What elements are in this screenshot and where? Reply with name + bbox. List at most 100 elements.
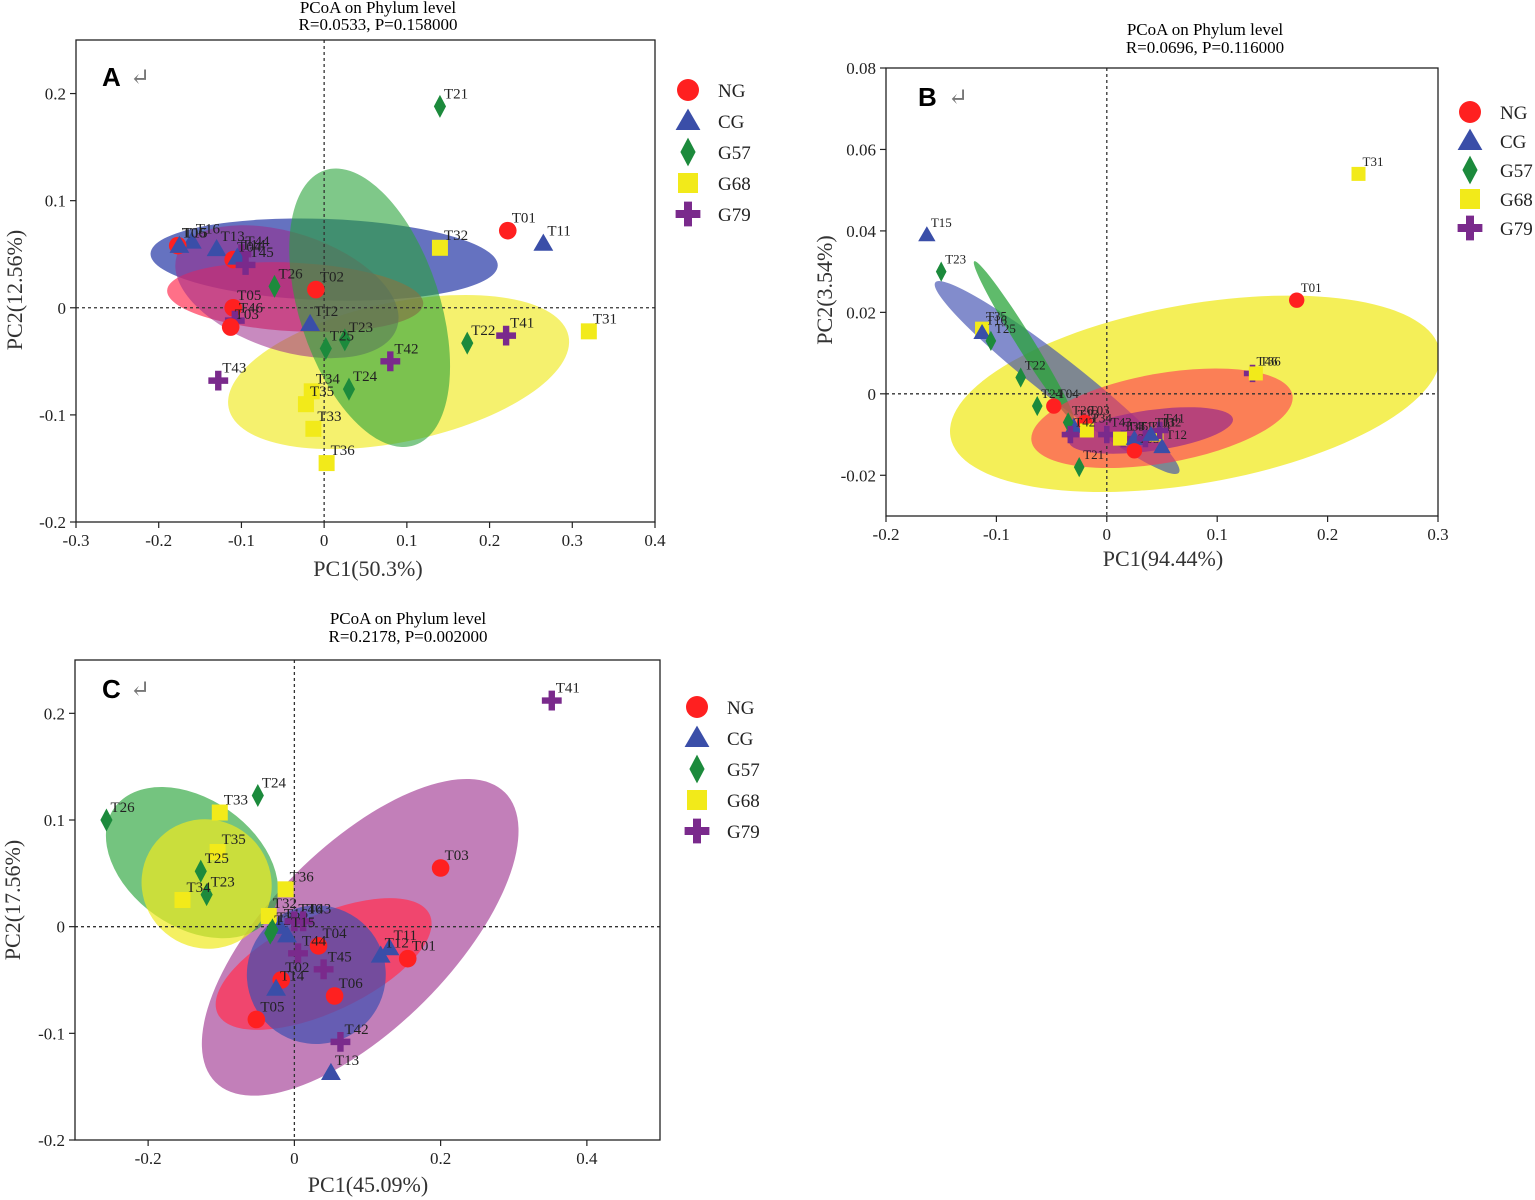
legend-label-g57: G57 bbox=[727, 760, 760, 781]
panel-c-ylabel: PC2(17.56%) bbox=[0, 840, 25, 960]
y-tick-label: 0 bbox=[58, 299, 67, 318]
point-label: T32 bbox=[273, 896, 297, 912]
data-point-t43 bbox=[293, 911, 314, 932]
data-point-t24 bbox=[1031, 395, 1043, 417]
point-label: T23 bbox=[211, 875, 235, 891]
panel-c-xlabel: PC1(45.09%) bbox=[308, 1172, 428, 1197]
data-point-t44 bbox=[231, 244, 252, 265]
data-point-t41 bbox=[1151, 421, 1169, 440]
data-point-t31 bbox=[580, 323, 597, 340]
legend-label-ng: NG bbox=[718, 81, 746, 102]
legend: NG CG G57 G68 G79 bbox=[1457, 101, 1533, 241]
legend-label-g68: G68 bbox=[718, 174, 751, 195]
point-label: T15 bbox=[291, 915, 315, 931]
point-label: T23 bbox=[945, 252, 966, 267]
point-label: T11 bbox=[1155, 415, 1175, 430]
point-label: T46 bbox=[1257, 353, 1278, 368]
point-label: T14 bbox=[241, 237, 266, 253]
point-label: T04 bbox=[237, 240, 262, 256]
point-label: T24 bbox=[353, 369, 378, 385]
point-label: T05 bbox=[237, 288, 261, 304]
point-label: T13 bbox=[335, 1053, 359, 1069]
legend-label-g57: G57 bbox=[1500, 161, 1533, 182]
point-label: T12 bbox=[314, 304, 338, 320]
point-label: T34 bbox=[186, 880, 211, 896]
data-point-t31 bbox=[1351, 166, 1366, 181]
point-label: T15 bbox=[931, 215, 952, 230]
panel-b-title: PCoA on Phylum level bbox=[1127, 20, 1284, 39]
y-tick-label: 0 bbox=[57, 918, 66, 937]
x-tick-label: 0.1 bbox=[396, 531, 417, 550]
data-point-t24 bbox=[251, 783, 264, 807]
y-tick-label: 0.08 bbox=[846, 59, 876, 78]
x-tick-label: 0.4 bbox=[576, 1149, 598, 1168]
panel-b: PCoA on Phylum level R=0.0696, P=0.11600… bbox=[812, 20, 1533, 571]
data-point-t36 bbox=[318, 455, 335, 472]
point-label: T26 bbox=[1072, 402, 1093, 417]
data-point-t41 bbox=[496, 325, 517, 346]
point-label: T03 bbox=[1089, 402, 1110, 417]
legend-label-cg: CG bbox=[1500, 132, 1527, 153]
data-point-t25 bbox=[985, 330, 997, 351]
plot-frame bbox=[74, 659, 661, 1141]
x-tick-label: -0.1 bbox=[983, 525, 1010, 544]
data-point-t03 bbox=[431, 859, 450, 877]
legend-label-ng: NG bbox=[727, 698, 755, 719]
panel-a-return-icon: ↵ bbox=[130, 65, 150, 91]
point-label: T31 bbox=[593, 311, 617, 327]
point-label: T42 bbox=[394, 341, 418, 357]
legend: NG CG G57 G68 G79 bbox=[684, 696, 760, 844]
legend-marker-ng bbox=[686, 696, 708, 718]
data-point-t12 bbox=[300, 313, 321, 332]
point-label: T44 bbox=[245, 234, 270, 250]
point-label: T01 bbox=[512, 211, 536, 227]
y-tick-label: -0.2 bbox=[38, 1131, 65, 1150]
data-point-t11 bbox=[1142, 425, 1160, 441]
x-tick-label: -0.2 bbox=[145, 531, 172, 550]
data-point-t14 bbox=[266, 978, 287, 996]
y-tick-label: 0.2 bbox=[44, 704, 65, 723]
legend-marker-cg bbox=[1457, 128, 1483, 150]
data-point-t33 bbox=[305, 420, 322, 437]
point-label: T05 bbox=[260, 999, 284, 1015]
point-label: T21 bbox=[444, 86, 468, 102]
point-label: T22 bbox=[1025, 358, 1046, 373]
x-tick-label: 0 bbox=[290, 1149, 299, 1168]
legend-marker-g79 bbox=[684, 818, 710, 844]
point-label: T26 bbox=[110, 800, 135, 816]
point-label: T23 bbox=[349, 320, 373, 336]
panel-b-letter: B bbox=[918, 82, 937, 112]
data-point-t21 bbox=[1073, 457, 1085, 478]
x-tick-label: 0.4 bbox=[644, 531, 666, 550]
data-point-t26 bbox=[268, 274, 281, 298]
point-label: T12 bbox=[385, 935, 409, 951]
data-point-t21 bbox=[264, 921, 277, 945]
point-label: T41 bbox=[556, 681, 580, 697]
data-point-t16 bbox=[973, 324, 991, 340]
data-point-t15 bbox=[918, 226, 936, 242]
point-label: T33 bbox=[317, 409, 341, 425]
legend-label-g57: G57 bbox=[718, 143, 751, 164]
data-point-t44 bbox=[288, 943, 308, 964]
data-point-t22 bbox=[1015, 367, 1027, 388]
x-tick-label: -0.2 bbox=[135, 1149, 162, 1168]
data-point-t26 bbox=[100, 808, 113, 832]
legend-label-cg: CG bbox=[718, 112, 745, 133]
point-label: T36 bbox=[331, 443, 356, 459]
data-point-t36 bbox=[1248, 366, 1263, 381]
plot-frame bbox=[75, 39, 656, 523]
data-point-t01 bbox=[498, 221, 517, 240]
legend-marker-cg bbox=[684, 725, 710, 747]
data-point-t14 bbox=[227, 247, 248, 265]
legend-label-g79: G79 bbox=[718, 205, 751, 226]
x-tick-label: 0.2 bbox=[479, 531, 500, 550]
point-label: T36 bbox=[1260, 353, 1281, 368]
data-point-t45 bbox=[235, 255, 256, 275]
panel-c-subtitle: R=0.2178, P=0.002000 bbox=[329, 627, 488, 646]
panel-a-letter: A bbox=[102, 62, 121, 92]
legend-marker-g79 bbox=[1457, 215, 1483, 241]
y-tick-label: 0.1 bbox=[45, 192, 66, 211]
data-point-t24 bbox=[342, 377, 356, 401]
point-label: T45 bbox=[328, 949, 352, 965]
confidence-ellipse-g57 bbox=[973, 261, 1075, 421]
